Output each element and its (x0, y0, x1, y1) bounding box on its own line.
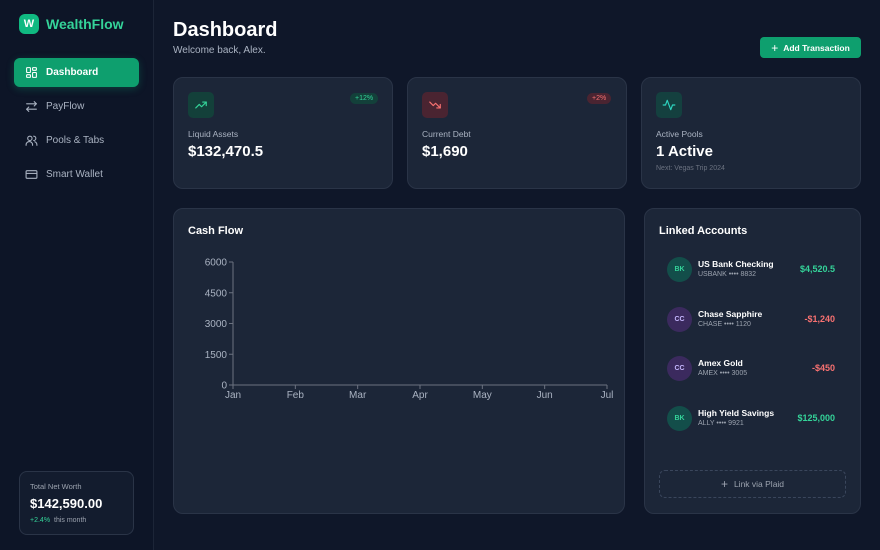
account-avatar: BK (667, 406, 692, 431)
brand[interactable]: W WealthFlow (19, 14, 124, 34)
active-pools-value: 1 Active (656, 143, 713, 160)
account-number: ALLY •••• 9921 (698, 420, 744, 427)
grid-icon (24, 66, 38, 80)
page-title: Dashboard (173, 19, 278, 41)
sidebar-nav: Dashboard PayFlow Pools & Tabs Smart Wal… (14, 58, 139, 194)
net-worth-change-pct: +2.4% (30, 517, 51, 524)
account-avatar: CC (667, 356, 692, 381)
net-worth-change-period: this month (54, 517, 87, 524)
x-tick-label: Feb (287, 390, 305, 401)
liquid-assets-value: $132,470.5 (188, 143, 264, 160)
x-tick-label: Mar (349, 390, 367, 401)
account-row[interactable]: CC Chase Sapphire CHASE •••• 1120 -$1,24… (667, 307, 835, 333)
sidebar: W WealthFlow Dashboard PayFlow Pools & T… (0, 0, 154, 550)
active-pools-card: Active Pools 1 Active Next: Vegas Trip 2… (641, 77, 861, 189)
account-avatar: CC (667, 307, 692, 332)
sidebar-item-label: Pools & Tabs (46, 135, 105, 146)
account-name: US Bank Checking (698, 259, 774, 269)
sidebar-item-label: PayFlow (46, 101, 85, 112)
link-plaid-button[interactable]: + Link via Plaid (659, 470, 846, 498)
net-worth-change: +2.4% this month (30, 517, 123, 524)
current-debt-label: Current Debt (422, 129, 471, 139)
sidebar-item-pools[interactable]: Pools & Tabs (14, 126, 139, 155)
liquid-assets-card: +12% Liquid Assets $132,470.5 (173, 77, 393, 189)
liquid-assets-label: Liquid Assets (188, 129, 239, 139)
sidebar-item-payflow[interactable]: PayFlow (14, 92, 139, 121)
account-number: AMEX •••• 3005 (698, 370, 748, 377)
users-icon (24, 134, 38, 148)
cash-flow-card: Cash Flow 0 1500 3000 4500 6000 Jan Feb Mar Apr M… (173, 208, 625, 514)
y-tick-label: 6000 (205, 258, 228, 269)
sidebar-item-smart-wallet[interactable]: Smart Wallet (14, 160, 139, 189)
account-avatar: BK (667, 257, 692, 282)
add-transaction-button[interactable]: + Add Transaction (760, 37, 861, 58)
sidebar-item-label: Smart Wallet (46, 169, 103, 180)
account-name: Amex Gold (698, 358, 743, 368)
current-debt-card: +2% Current Debt $1,690 (407, 77, 627, 189)
linked-accounts-title: Linked Accounts (659, 225, 748, 237)
sidebar-item-label: Dashboard (46, 67, 99, 78)
account-balance: $4,520.5 (799, 264, 835, 274)
account-row[interactable]: CC Amex Gold AMEX •••• 3005 -$450 (667, 356, 835, 382)
brand-name: WealthFlow (46, 16, 124, 32)
x-tick-label: Jul (601, 390, 614, 401)
y-tick-label: 0 (221, 381, 227, 392)
account-number: CHASE •••• 1120 (698, 321, 751, 328)
account-balance: $125,000 (797, 413, 835, 423)
trending-down-icon (422, 92, 448, 118)
cash-flow-chart: 0 1500 3000 4500 6000 Jan Feb Mar Apr May Jun Jul (205, 258, 614, 402)
link-plaid-label: Link via Plaid (733, 479, 785, 489)
transfer-icon (24, 100, 38, 114)
account-name: Chase Sapphire (698, 309, 763, 319)
active-pools-next: Next: Vegas Trip 2024 (656, 165, 725, 172)
account-row[interactable]: BK US Bank Checking USBANK •••• 8832 $4,… (667, 257, 835, 283)
cash-flow-title: Cash Flow (188, 225, 244, 237)
page-subtitle: Welcome back, Alex. (173, 45, 266, 56)
net-worth-value: $142,590.00 (30, 496, 103, 511)
account-number: USBANK •••• 8832 (698, 271, 757, 278)
linked-accounts-card: Linked Accounts BK US Bank Checking USBA… (644, 208, 861, 514)
card-icon (24, 168, 38, 182)
current-debt-badge: +2% (587, 93, 612, 104)
current-debt-value: $1,690 (422, 143, 468, 160)
add-transaction-label: Add Transaction (783, 42, 850, 53)
trending-up-icon (188, 92, 214, 118)
plus-icon: + (771, 40, 779, 55)
activity-icon (656, 92, 682, 118)
net-worth-card: Total Net Worth $142,590.00 +2.4% this m… (19, 471, 134, 535)
liquid-assets-badge: +12% (350, 93, 379, 104)
net-worth-label: Total Net Worth (30, 482, 82, 491)
active-pools-label: Active Pools (656, 129, 703, 139)
x-tick-label: Apr (412, 390, 428, 401)
x-tick-label: May (473, 390, 492, 401)
x-tick-label: Jan (225, 390, 241, 401)
x-tick-label: Jun (537, 390, 553, 401)
account-name: High Yield Savings (698, 408, 775, 418)
account-balance: -$1,240 (804, 314, 835, 324)
brand-logo: W (19, 14, 39, 34)
y-tick-label: 4500 (205, 288, 228, 299)
account-balance: -$450 (811, 363, 835, 373)
y-tick-label: 3000 (205, 319, 228, 330)
plus-icon: + (720, 477, 728, 491)
account-row[interactable]: BK High Yield Savings ALLY •••• 9921 $12… (667, 406, 835, 432)
sidebar-item-dashboard[interactable]: Dashboard (14, 58, 139, 87)
y-tick-label: 1500 (205, 350, 228, 361)
